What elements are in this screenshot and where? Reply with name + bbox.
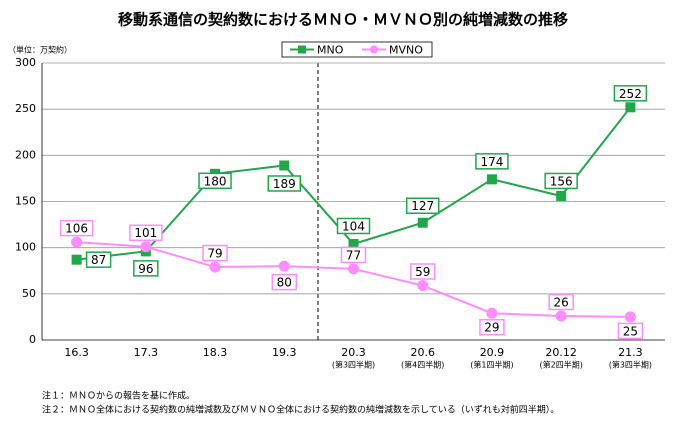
x-tick-sublabel: (第3四半期)	[332, 360, 375, 370]
x-tick-label: 20.6	[410, 346, 435, 359]
data-label: 180	[204, 174, 227, 188]
data-label: 59	[415, 265, 430, 279]
data-label: 29	[484, 321, 499, 335]
data-label-box	[548, 293, 574, 311]
data-label: 104	[342, 219, 365, 233]
y-tick-label: 250	[15, 102, 36, 115]
y-tick-label: 100	[15, 241, 36, 254]
marker	[279, 160, 290, 171]
note: 注１：ＭＮＯからの報告を基に作成。	[42, 390, 195, 402]
data-label: 189	[273, 177, 296, 191]
marker	[209, 261, 221, 273]
x-tick-label: 16.3	[64, 346, 89, 359]
marker	[140, 241, 152, 253]
marker	[624, 311, 636, 323]
data-label: 174	[480, 155, 503, 169]
x-tick-sublabel: (第3四半期)	[609, 360, 652, 370]
data-label: 156	[550, 174, 573, 188]
marker	[486, 174, 497, 185]
x-tick-label: 17.3	[134, 346, 159, 359]
y-tick-label: 200	[15, 148, 36, 161]
data-label: 77	[346, 248, 361, 262]
marker	[556, 190, 567, 201]
data-label-box	[129, 224, 163, 241]
data-label: 106	[65, 222, 88, 236]
x-tick-sublabel: (第2四半期)	[539, 360, 582, 370]
data-label: 127	[411, 199, 434, 213]
legend-marker	[298, 45, 306, 54]
y-tick-label: 50	[22, 287, 36, 300]
data-label-box	[613, 85, 648, 102]
data-label: 80	[277, 276, 292, 290]
data-label: 26	[554, 295, 569, 309]
data-label-box	[544, 172, 578, 190]
x-tick-sublabel: (第4四半期)	[401, 360, 444, 370]
y-tick-label: 150	[15, 195, 36, 208]
data-label-box	[617, 322, 644, 340]
data-label: 252	[619, 87, 642, 101]
legend-marker	[370, 45, 378, 54]
legend-label: MNO	[317, 44, 344, 57]
data-label: 96	[138, 262, 153, 276]
marker	[486, 307, 498, 319]
x-tick-label: 19.3	[272, 346, 297, 359]
data-label: 87	[91, 253, 106, 267]
legend-box	[281, 41, 433, 58]
data-label-box	[405, 197, 440, 214]
y-tick-label: 0	[29, 333, 36, 346]
data-label-box	[133, 260, 159, 277]
legend-label: MVNO	[389, 44, 423, 57]
note: 注２：ＭＮＯ全体における契約数の純増減数及びＭＶＮＯ全体における契約数の純増減数…	[42, 404, 559, 416]
chart-title: 移動系通信の契約数におけるＭＮＯ・ＭＶＮＯ別の純増減数の推移	[118, 11, 568, 29]
x-tick-label: 21.3	[618, 346, 643, 359]
marker	[348, 238, 359, 249]
data-label: 101	[134, 226, 157, 240]
x-tick-label: 20.9	[480, 346, 505, 359]
marker	[71, 236, 83, 248]
unit-label: （単位：万契約）	[8, 45, 72, 55]
x-tick-label: 18.3	[203, 346, 228, 359]
data-label-box	[85, 251, 112, 268]
x-tick-label: 20.3	[341, 346, 366, 359]
marker	[625, 102, 636, 113]
data-label-box	[59, 219, 94, 237]
data-label-box	[202, 244, 228, 262]
marker	[555, 310, 567, 322]
y-tick-label: 300	[15, 56, 36, 69]
marker	[348, 263, 359, 275]
data-label-box	[409, 263, 436, 280]
x-tick-label: 20.12	[545, 346, 577, 359]
marker	[71, 254, 82, 265]
data-label-box	[475, 153, 509, 170]
marker	[417, 217, 428, 228]
data-label-box	[336, 217, 371, 235]
data-label-box	[479, 318, 505, 336]
data-label-box	[198, 172, 232, 190]
data-label-box	[271, 273, 298, 291]
data-label: 25	[623, 324, 638, 338]
data-label: 79	[207, 247, 222, 261]
data-label-box	[267, 175, 302, 192]
x-tick-sublabel: (第1四半期)	[470, 360, 513, 370]
marker	[278, 260, 290, 272]
data-label-box	[340, 246, 367, 264]
marker	[417, 280, 429, 292]
